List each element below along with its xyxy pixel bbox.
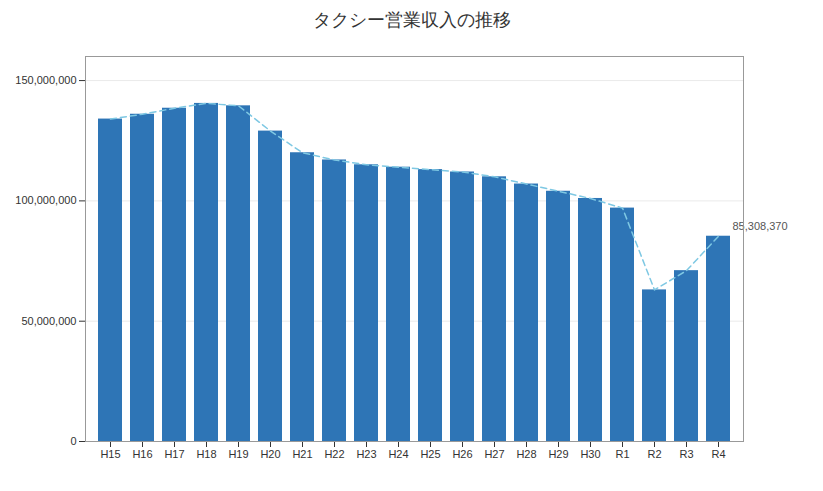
svg-text:R2: R2 [647,448,661,460]
svg-text:R3: R3 [679,448,693,460]
svg-text:H27: H27 [484,448,504,460]
svg-text:H29: H29 [548,448,568,460]
svg-text:H18: H18 [196,448,216,460]
svg-text:50,000,000: 50,000,000 [21,315,76,327]
svg-text:H16: H16 [132,448,152,460]
svg-text:H21: H21 [292,448,312,460]
svg-text:H24: H24 [388,448,408,460]
svg-text:100,000,000: 100,000,000 [15,194,76,206]
svg-text:H30: H30 [580,448,600,460]
html-text:タクシー営業収入の推移: タクシー営業収入の推移 [312,10,511,30]
svg-text:H19: H19 [228,448,248,460]
svg-text:H15: H15 [100,448,120,460]
svg-text:H28: H28 [516,448,536,460]
svg-text:R1: R1 [615,448,629,460]
svg-text:H25: H25 [420,448,440,460]
svg-text:H23: H23 [356,448,376,460]
svg-text:0: 0 [70,435,76,447]
svg-text:85,308,370: 85,308,370 [733,220,788,232]
svg-text:150,000,000: 150,000,000 [15,74,76,86]
svg-text:H26: H26 [452,448,472,460]
svg-text:H17: H17 [164,448,184,460]
svg-text:R4: R4 [711,448,725,460]
svg-text:H22: H22 [324,448,344,460]
svg-text:H20: H20 [260,448,280,460]
